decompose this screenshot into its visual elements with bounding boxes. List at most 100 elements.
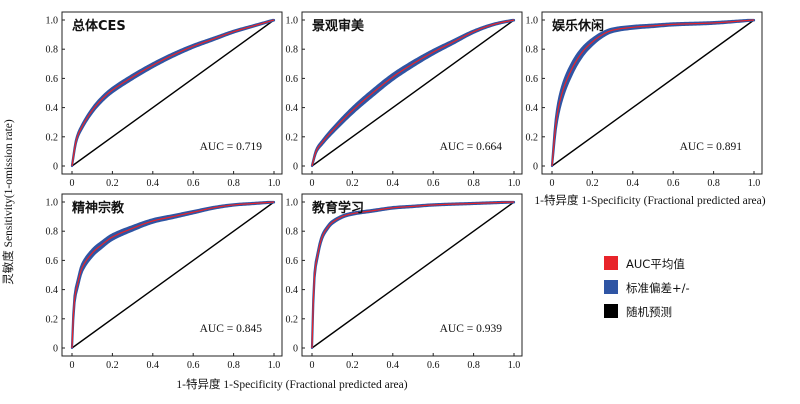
x-tick-label: 0.8 <box>227 178 240 189</box>
x-tick-label: 0 <box>70 360 75 371</box>
legend-swatch-std <box>604 280 618 294</box>
panels: 0 0 0.2 0.2 0.4 0.4 0.6 0.6 0.8 0.8 1.0 1.0 总体CES AUC… <box>46 11 763 371</box>
y-tick-label: 0.6 <box>46 256 59 267</box>
y-tick-label: 0.8 <box>286 45 299 56</box>
x-axis-label: 1-特异度 1-Specificity (Fractional predicte… <box>176 377 407 391</box>
legend-swatch-random <box>604 304 618 318</box>
legend-label-std: 标准偏差+/- <box>626 281 690 295</box>
x-tick-label: 0.2 <box>106 178 119 189</box>
legend-label-mean: AUC平均值 <box>626 257 685 271</box>
panel-frame <box>301 11 523 175</box>
y-tick-label: 0.4 <box>46 103 59 114</box>
x-tick-label: 0.4 <box>627 178 640 189</box>
x-tick-label: 0.2 <box>586 178 599 189</box>
x-tick-label: 1.0 <box>268 360 281 371</box>
roc-panel: 0 0 0.2 0.2 0.4 0.4 0.6 0.6 0.8 0.8 1.0 1.0 总体CES AUC… <box>46 11 283 189</box>
x-tick-label: 0.8 <box>227 360 240 371</box>
random-prediction-line <box>551 19 755 167</box>
y-tick-label: 1.0 <box>526 16 539 27</box>
random-prediction-line <box>71 19 275 167</box>
auc-mean-curve <box>551 19 755 167</box>
y-tick-label: 0.4 <box>286 285 299 296</box>
y-tick-label: 0 <box>53 344 58 355</box>
x-axis-label-top-right: 1-特异度 1-Specificity (Fractional predicte… <box>534 193 765 207</box>
auc-mean-curve <box>71 201 275 349</box>
y-tick-label: 0.2 <box>286 314 299 325</box>
legend-label-random: 随机预测 <box>626 305 672 319</box>
x-tick-label: 0.8 <box>467 360 480 371</box>
y-tick-label: 0.8 <box>526 45 539 56</box>
x-tick-label: 0.2 <box>346 360 359 371</box>
y-tick-label: 0 <box>293 344 298 355</box>
x-tick-label: 1.0 <box>508 360 521 371</box>
x-tick-label: 0.4 <box>147 360 160 371</box>
auc-value-label: AUC = 0.845 <box>200 323 263 335</box>
panel-title: 教育学习 <box>311 200 364 216</box>
x-tick-label: 0.4 <box>147 178 160 189</box>
auc-value-label: AUC = 0.664 <box>440 141 503 153</box>
x-tick-label: 0 <box>70 178 75 189</box>
y-tick-label: 0 <box>293 162 298 173</box>
panel-title: 总体CES <box>72 18 126 34</box>
y-tick-label: 0.8 <box>46 227 59 238</box>
y-tick-label: 0.6 <box>46 74 59 85</box>
random-prediction-line <box>311 201 515 349</box>
y-tick-label: 1.0 <box>46 198 59 209</box>
x-tick-label: 0.4 <box>387 178 400 189</box>
x-tick-label: 1.0 <box>268 178 281 189</box>
auc-value-label: AUC = 0.719 <box>200 141 263 153</box>
x-tick-label: 0.6 <box>667 178 680 189</box>
panel-frame <box>61 11 283 175</box>
roc-panel: 0 0 0.2 0.2 0.4 0.4 0.6 0.6 0.8 0.8 1.0 1.0 景观审美 AUC … <box>286 11 523 189</box>
auc-value-label: AUC = 0.939 <box>440 323 503 335</box>
x-tick-label: 0.6 <box>187 178 200 189</box>
y-tick-label: 0.6 <box>286 256 299 267</box>
y-tick-label: 1.0 <box>46 16 59 27</box>
y-tick-label: 0.4 <box>526 103 539 114</box>
y-tick-label: 0.6 <box>286 74 299 85</box>
x-tick-label: 0.2 <box>106 360 119 371</box>
panel-frame <box>301 193 523 357</box>
y-tick-label: 1.0 <box>286 198 299 209</box>
x-tick-label: 0.6 <box>187 360 200 371</box>
x-tick-label: 0.4 <box>387 360 400 371</box>
legend-swatch-mean <box>604 256 618 270</box>
x-tick-label: 0.8 <box>707 178 720 189</box>
panel-title: 景观审美 <box>312 18 365 34</box>
x-tick-label: 0.6 <box>427 360 440 371</box>
y-tick-label: 0.8 <box>46 45 59 56</box>
x-tick-label: 1.0 <box>508 178 521 189</box>
x-tick-label: 0.2 <box>346 178 359 189</box>
legend: AUC平均值 标准偏差+/- 随机预测 <box>604 256 690 319</box>
y-tick-label: 0.2 <box>46 314 59 325</box>
auc-mean-curve <box>311 201 515 349</box>
x-tick-label: 0 <box>310 178 315 189</box>
y-tick-label: 0.2 <box>286 132 299 143</box>
y-tick-label: 1.0 <box>286 16 299 27</box>
roc-panel: 0 0 0.2 0.2 0.4 0.4 0.6 0.6 0.8 0.8 1.0 1.0 精神宗教 AUC … <box>46 193 283 371</box>
y-tick-label: 0.4 <box>46 285 59 296</box>
y-axis-label: 灵敏度 Sensitivity(1-omission rate) <box>1 119 15 285</box>
y-tick-label: 0.2 <box>526 132 539 143</box>
panel-frame <box>541 11 763 175</box>
y-tick-label: 0 <box>53 162 58 173</box>
x-tick-label: 0.6 <box>427 178 440 189</box>
x-tick-label: 1.0 <box>748 178 761 189</box>
random-prediction-line <box>311 19 515 167</box>
auc-value-label: AUC = 0.891 <box>680 141 743 153</box>
x-tick-label: 0 <box>310 360 315 371</box>
roc-panel: 0 0 0.2 0.2 0.4 0.4 0.6 0.6 0.8 0.8 1.0 1.0 教育学习 AUC … <box>286 193 523 371</box>
panel-title: 娱乐休闲 <box>552 18 604 34</box>
auc-mean-curve <box>71 19 275 167</box>
x-tick-label: 0 <box>550 178 555 189</box>
y-tick-label: 0 <box>533 162 538 173</box>
random-prediction-line <box>71 201 275 349</box>
y-tick-label: 0.6 <box>526 74 539 85</box>
y-tick-label: 0.2 <box>46 132 59 143</box>
panel-title: 精神宗教 <box>72 200 125 216</box>
panel-frame <box>61 193 283 357</box>
y-tick-label: 0.4 <box>286 103 299 114</box>
auc-mean-curve <box>311 19 515 167</box>
roc-panel: 0 0 0.2 0.2 0.4 0.4 0.6 0.6 0.8 0.8 1.0 1.0 娱乐休闲 AUC … <box>526 11 763 189</box>
